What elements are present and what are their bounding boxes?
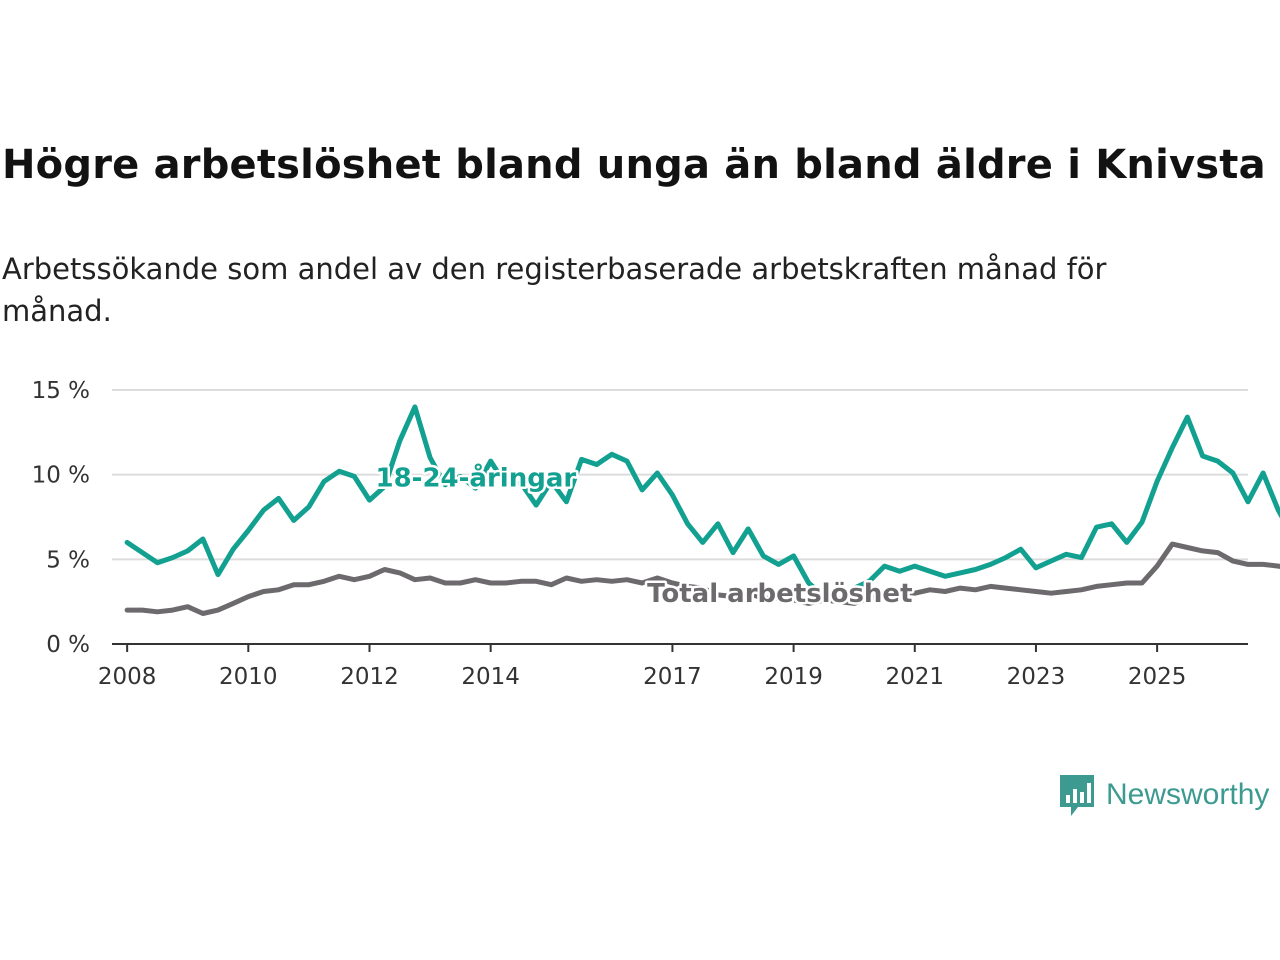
x-tick-label: 2021 xyxy=(885,664,944,690)
series-lines xyxy=(124,404,1280,616)
x-tick-label: 2014 xyxy=(461,664,520,690)
series-label-youth: 18-24-åringar xyxy=(375,462,576,494)
series-line xyxy=(124,404,1280,603)
x-tick-label: 2012 xyxy=(340,664,399,690)
x-tick-label: 2019 xyxy=(764,664,823,690)
bar-chart-chat-icon xyxy=(1060,775,1094,816)
x-axis: 2008 2010 2012 2014 2017 2019 2021 2023 2025 xyxy=(98,643,1248,690)
series-label-total: Total arbetslöshet xyxy=(647,579,912,609)
series-line xyxy=(124,541,1280,616)
y-tick-label: 5 % xyxy=(46,547,90,573)
x-tick-label: 2010 xyxy=(219,664,278,690)
chart-subtitle: Arbetssökande som andel av den registerb… xyxy=(2,252,1107,328)
x-tick-label: 2025 xyxy=(1128,664,1187,690)
x-tick-label: 2023 xyxy=(1007,664,1066,690)
y-tick-label: 15 % xyxy=(32,378,90,404)
newsworthy-logo[interactable]: Newsworthy xyxy=(1058,772,1269,818)
x-tick-label: 2008 xyxy=(98,664,157,690)
gridlines xyxy=(112,389,1248,561)
y-tick-label: 0 % xyxy=(46,632,90,658)
brand-name: Newsworthy xyxy=(1106,778,1270,811)
line-chart: 0 %5 %10 %15 % 2008 2010 2012 2014 2017 2019 2… xyxy=(32,378,1280,690)
x-tick-label: 2017 xyxy=(643,664,702,690)
chart-title: Högre arbetslöshet bland unga än bland ä… xyxy=(2,142,1266,188)
y-tick-label: 10 % xyxy=(32,463,90,489)
y-axis-tick-labels: 0 % 5 % 10 % 15 % xyxy=(32,378,90,658)
